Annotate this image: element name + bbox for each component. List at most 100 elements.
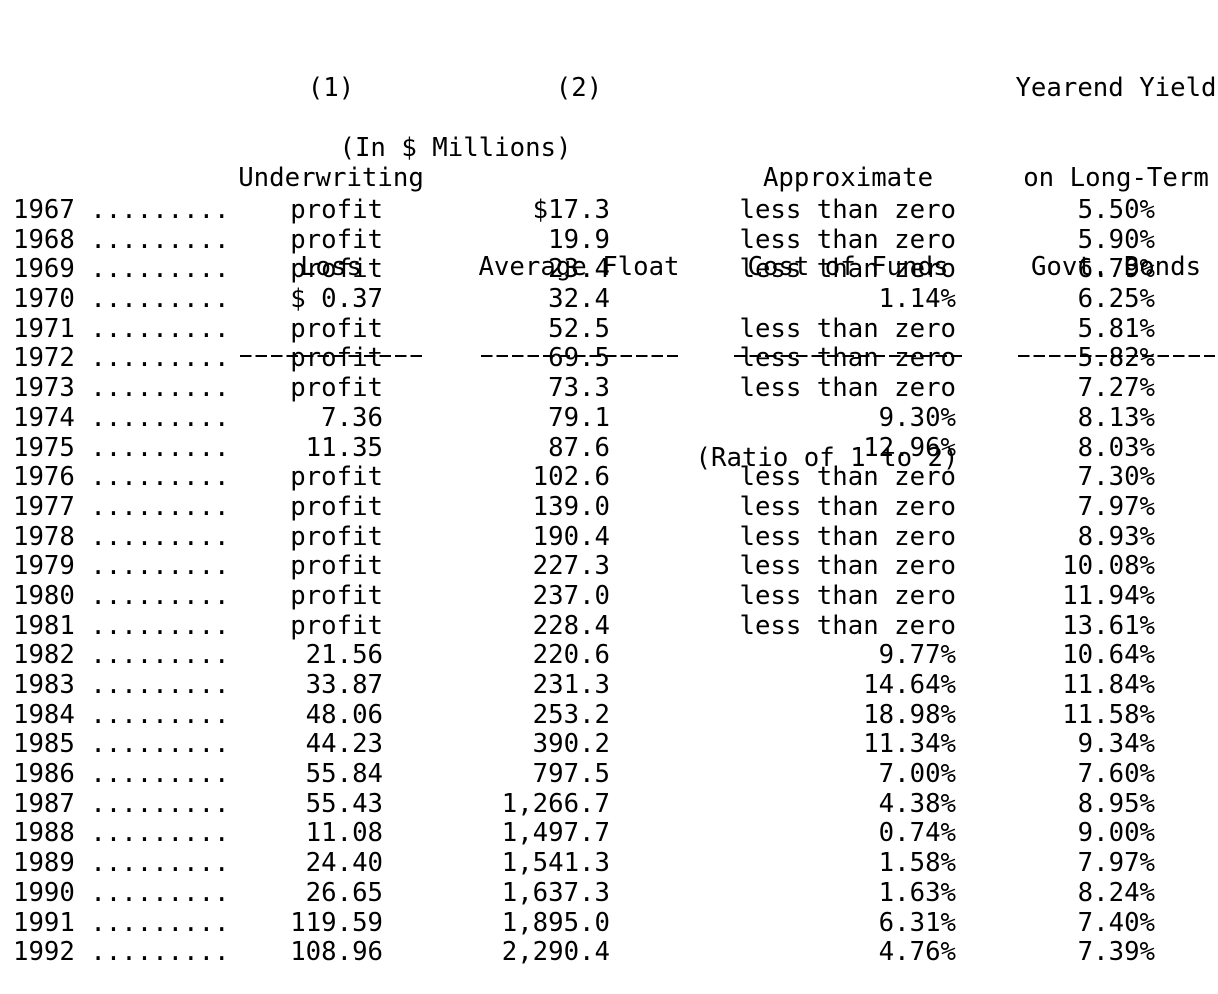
cell-cost-of-funds: 6.31% — [878, 907, 956, 938]
row-leader: ......... — [74, 313, 230, 344]
row-leader: ......... — [74, 284, 230, 315]
cell-yearend-yield: 5.90% — [1077, 224, 1155, 255]
cell-right-margin — [1155, 493, 1218, 523]
cell-year: 1988 ......... — [0, 819, 233, 849]
cell-yearend-yield: 6.25% — [1077, 284, 1155, 315]
cell-yearend-yield: 8.24% — [1077, 877, 1155, 908]
rule-underwriting — [238, 354, 424, 385]
cell-right-margin — [1155, 434, 1218, 464]
cell-yearend-yield: 6.79% — [1077, 254, 1155, 285]
cell-cost-of-funds: 11.34% — [863, 729, 956, 760]
units-ratio-note: (Ratio of 1 to 2) — [695, 442, 959, 473]
cell-right-margin — [1155, 344, 1218, 374]
row-leader: ......... — [74, 551, 230, 582]
header-cost-line1: Approximate — [762, 162, 934, 193]
cell-year: 1973 ......... — [0, 373, 233, 404]
cell-average-float: 220.6 — [532, 640, 610, 671]
cell-right-margin — [1155, 849, 1218, 879]
cell-yearend-yield: 11.58% — [1062, 699, 1155, 730]
row-year: 1990 — [13, 877, 75, 908]
cell-cost-of-funds: less than zero — [739, 224, 956, 255]
row-year: 1982 — [13, 640, 75, 671]
cell-average-float: 1,895.0 — [501, 907, 610, 938]
cell-yearend-yield: 10.08% — [1062, 551, 1155, 582]
row-year: 1985 — [13, 729, 75, 760]
cell-year: 1968 ......... — [0, 224, 233, 256]
row-year: 1983 — [13, 670, 75, 700]
cell-year: 1970 ......... — [0, 284, 233, 315]
table-row: 1985 ......... 44.23 390.2 11.34% 9.34% — [0, 730, 1218, 760]
cell-underwriting-loss: 48.06 — [305, 699, 383, 730]
cell-yearend-yield: 7.40% — [1077, 907, 1155, 938]
cell-average-float: 1,497.7 — [501, 818, 610, 849]
cell-year: 1982 ......... — [0, 640, 233, 671]
rule-cost-of-funds — [716, 354, 980, 385]
cell-underwriting-loss: 7.36 — [321, 402, 383, 433]
row-leader: ......... — [74, 699, 230, 730]
cell-right-margin — [1155, 285, 1218, 315]
cell-cost-of-funds: less than zero — [739, 551, 956, 582]
row-year: 1971 — [13, 313, 75, 344]
cell-average-float: 2,290.4 — [501, 937, 610, 968]
row-year: 1979 — [13, 551, 75, 582]
table-row: 1986 ......... 55.84 797.5 7.00% 7.60% — [0, 759, 1218, 790]
table-row: 1971 ......... profit 52.5 less than zer… — [0, 313, 1218, 345]
table-row: 1970 ......... $ 0.37 32.4 1.14% 6.25% — [0, 284, 1218, 315]
table-body: 1967 ......... profit $17.3 less than ze… — [0, 195, 1218, 968]
cell-underwriting-loss: 55.84 — [305, 759, 383, 790]
cell-yearend-yield: 7.30% — [1077, 462, 1155, 493]
header-cost-of-funds: Approximate Cost of Funds (Ratio of 1 to… — [696, 15, 980, 533]
cell-cost-of-funds: 7.00% — [878, 759, 956, 790]
table-row: 1981 ......... profit 228.4 less than ze… — [0, 611, 1218, 642]
table-row: 1978 ......... profit 190.4 less than ze… — [0, 521, 1218, 553]
cell-cost-of-funds: less than zero — [739, 373, 956, 404]
cell-cost-of-funds: less than zero — [739, 580, 956, 611]
cell-cost-of-funds: 12.96% — [863, 432, 956, 463]
row-leader: ......... — [74, 788, 230, 819]
cell-underwriting-loss: 26.65 — [305, 877, 383, 908]
cell-year: 1975 ......... — [0, 433, 233, 464]
cell-average-float: 139.0 — [532, 491, 610, 522]
header-average-float: (2) Average Float — [478, 15, 680, 444]
cell-right-margin — [1155, 879, 1218, 909]
cell-year: 1990 ......... — [0, 877, 233, 909]
cell-cost-of-funds: 4.38% — [878, 788, 956, 819]
cell-year: 1986 ......... — [0, 759, 233, 790]
cell-right-margin — [1155, 701, 1218, 731]
row-year: 1987 — [13, 788, 75, 819]
table-row: 1969 ......... profit 23.4 less than zer… — [0, 255, 1218, 285]
row-leader: ......... — [74, 254, 230, 285]
row-year: 1991 — [13, 907, 75, 938]
row-year: 1972 — [13, 343, 75, 374]
table-row: 1989 ......... 24.40 1,541.3 1.58% 7.97% — [0, 848, 1218, 879]
cell-underwriting-loss: profit — [290, 521, 383, 552]
row-leader: ......... — [74, 462, 230, 493]
cell-right-margin — [1155, 641, 1218, 671]
cell-cost-of-funds: 9.77% — [878, 640, 956, 671]
row-leader: ......... — [74, 818, 230, 849]
cell-year: 1972 ......... — [0, 344, 233, 374]
table-row: 1973 ......... profit 73.3 less than zer… — [0, 373, 1218, 404]
cell-average-float: 190.4 — [532, 521, 610, 552]
table-row: 1968 ......... profit 19.9 less than zer… — [0, 224, 1218, 256]
cell-yearend-yield: 5.82% — [1077, 343, 1155, 374]
cell-underwriting-loss: profit — [290, 373, 383, 404]
cell-right-margin — [1155, 760, 1218, 790]
cell-underwriting-loss: profit — [290, 491, 383, 522]
cell-yearend-yield: 7.97% — [1077, 491, 1155, 522]
table-row: 1984 ......... 48.06 253.2 18.98% 11.58% — [0, 699, 1218, 731]
cell-yearend-yield: 11.84% — [1062, 670, 1155, 700]
cell-year: 1969 ......... — [0, 255, 233, 285]
cell-yearend-yield: 7.27% — [1077, 373, 1155, 404]
row-year: 1992 — [13, 937, 75, 968]
cell-year: 1985 ......... — [0, 730, 233, 760]
row-year: 1976 — [13, 462, 75, 493]
row-year: 1968 — [13, 224, 75, 255]
table-row: 1967 ......... profit $17.3 less than ze… — [0, 195, 1218, 226]
cell-cost-of-funds: less than zero — [739, 462, 956, 493]
row-leader: ......... — [74, 580, 230, 611]
cell-cost-of-funds: less than zero — [739, 254, 956, 285]
row-year: 1974 — [13, 402, 75, 433]
cell-underwriting-loss: profit — [290, 195, 383, 225]
